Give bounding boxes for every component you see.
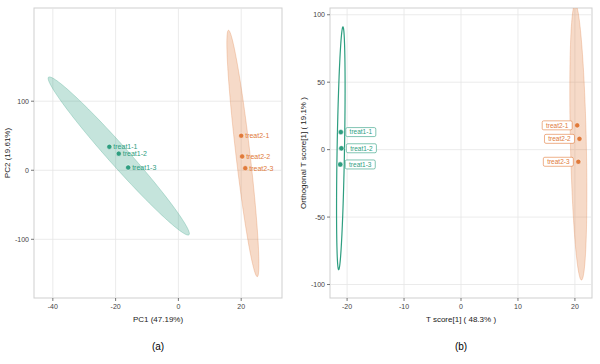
plot-frame xyxy=(330,8,592,298)
tick-label: 0 xyxy=(25,167,29,174)
tick-mark xyxy=(347,298,348,301)
data-point xyxy=(575,123,580,128)
grid-line xyxy=(34,239,282,240)
tick-mark xyxy=(31,170,34,171)
x-axis-label: PC1 (47.19%) xyxy=(133,315,184,324)
point-label: treat1-2 xyxy=(350,145,373,152)
data-point xyxy=(239,133,244,138)
tick-label: 100 xyxy=(17,98,29,105)
x-axis-label: T score[1] ( 48.3% ) xyxy=(426,315,496,324)
point-label: treat1-3 xyxy=(132,164,156,171)
data-point xyxy=(243,166,248,171)
tick-label: 20 xyxy=(237,303,245,310)
tick-label: 0 xyxy=(459,303,463,310)
confidence-ellipse xyxy=(570,8,587,280)
tick-mark xyxy=(241,298,242,301)
figure: -40-20020-1000100PC1 (47.19%)PC2 (19.61%… xyxy=(0,0,600,364)
plot-frame xyxy=(34,8,282,298)
tick-mark xyxy=(327,14,330,15)
plot-area xyxy=(48,30,259,276)
tick-mark xyxy=(574,298,575,301)
grid-line xyxy=(330,284,592,285)
point-label-box xyxy=(346,128,376,137)
tick-mark xyxy=(404,298,405,301)
point-label-box xyxy=(345,160,375,169)
tick-mark xyxy=(31,239,34,240)
tick-label: 20 xyxy=(571,303,579,310)
tick-mark xyxy=(31,101,34,102)
data-point xyxy=(126,165,131,170)
point-label: treat2-3 xyxy=(249,165,273,172)
point-label: treat1-2 xyxy=(123,150,147,157)
tick-label: 10 xyxy=(514,303,522,310)
data-point xyxy=(240,154,245,159)
tick-label: 0 xyxy=(321,146,325,153)
tick-mark xyxy=(327,217,330,218)
point-label-box xyxy=(346,144,376,153)
point-label: treat1-3 xyxy=(349,161,372,168)
tick-mark xyxy=(327,284,330,285)
grid-line xyxy=(330,217,592,218)
grid-line xyxy=(461,8,462,298)
point-label: treat2-2 xyxy=(246,153,270,160)
data-point xyxy=(107,144,112,149)
point-label-box xyxy=(544,134,574,143)
tick-mark xyxy=(178,298,179,301)
tick-label: -50 xyxy=(315,214,325,221)
point-label: treat2-2 xyxy=(548,135,571,142)
caption: (a) xyxy=(152,341,164,352)
grid-line xyxy=(404,8,405,298)
point-label: treat2-3 xyxy=(547,158,570,165)
tick-mark xyxy=(115,298,116,301)
data-point xyxy=(338,129,343,134)
tick-mark xyxy=(461,298,462,301)
point-label: treat1-1 xyxy=(350,128,373,135)
confidence-ellipse xyxy=(48,77,189,235)
tick-label: 50 xyxy=(317,79,325,86)
tick-mark xyxy=(517,298,518,301)
confidence-ellipse xyxy=(337,27,346,270)
data-point xyxy=(576,159,581,164)
y-axis-label: Orthogonal T score[1] ( 19.1% ) xyxy=(299,97,308,209)
grid-line xyxy=(330,14,592,15)
grid-line xyxy=(330,82,592,83)
grid-line xyxy=(52,8,53,298)
point-label-box xyxy=(542,121,572,130)
tick-label: 0 xyxy=(176,303,180,310)
grid-line xyxy=(178,8,179,298)
point-label: treat2-1 xyxy=(546,122,569,129)
data-point xyxy=(116,151,121,156)
tick-label: 100 xyxy=(313,11,325,18)
plot-area xyxy=(337,8,587,280)
tick-label: -40 xyxy=(48,303,58,310)
tick-mark xyxy=(327,149,330,150)
grid-line xyxy=(517,8,518,298)
caption: (b) xyxy=(455,341,467,352)
data-point xyxy=(339,146,344,151)
data-point xyxy=(577,136,582,141)
point-label-box xyxy=(543,157,573,166)
tick-label: -20 xyxy=(111,303,121,310)
tick-label: -10 xyxy=(399,303,409,310)
tick-label: -100 xyxy=(15,236,29,243)
tick-label: -100 xyxy=(311,281,325,288)
y-axis-label: PC2 (19.61%) xyxy=(3,128,12,179)
tick-mark xyxy=(52,298,53,301)
tick-label: -20 xyxy=(342,303,352,310)
point-label: treat2-1 xyxy=(245,132,269,139)
tick-mark xyxy=(327,82,330,83)
data-point xyxy=(338,162,343,167)
